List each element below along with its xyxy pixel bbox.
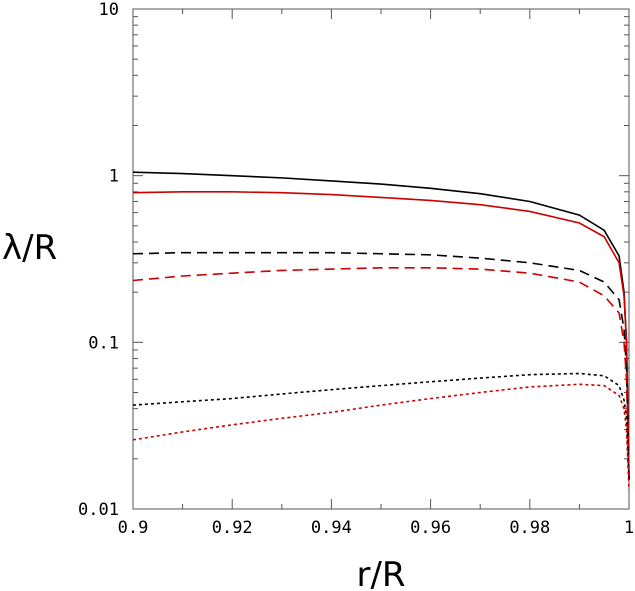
y-axis-title: λ/R (2, 228, 57, 268)
axis-ticks (132, 8, 630, 510)
x-tick-label: 1 (624, 518, 634, 538)
series-line-4-dashed (132, 267, 630, 480)
plot-frame (132, 8, 630, 510)
x-tick-label: 0.9 (118, 518, 149, 538)
x-tick-label: 0.94 (311, 518, 352, 538)
x-tick-label: 0.98 (509, 518, 550, 538)
series-line-1-solid (132, 171, 630, 480)
series-line-2-solid (132, 191, 630, 480)
y-tick-label: 10 (99, 0, 119, 20)
x-tick-label: 0.96 (410, 518, 451, 538)
x-axis-title: r/R (356, 555, 405, 591)
x-tick-label: 0.92 (212, 518, 253, 538)
plot-area (132, 8, 630, 510)
series-line-5-dotted (132, 372, 630, 480)
y-tick-label: 0.1 (88, 333, 119, 353)
series-line-6-dotted (132, 383, 630, 491)
tick-labels: 0.9 0.92 0.94 0.96 0.98 1 0.01 0.1 1 10 (78, 0, 634, 538)
series-layer (132, 171, 630, 491)
y-tick-label: 1 (109, 167, 119, 187)
series-line-3-dashed (132, 251, 630, 480)
y-tick-label: 0.01 (78, 500, 119, 520)
